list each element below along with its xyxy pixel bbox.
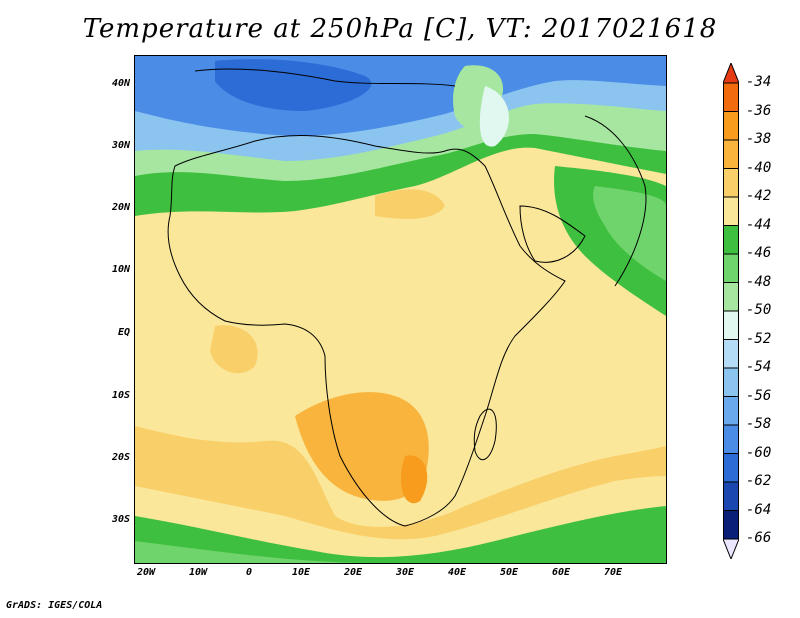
- colorbar-swatch: [723, 111, 739, 141]
- colorbar-label: -66: [746, 530, 772, 546]
- europe-coastline: [194, 68, 456, 87]
- colorbar-swatch: [723, 196, 739, 226]
- lon-label-30e: 30E: [395, 567, 415, 578]
- colorbar-label: -50: [746, 302, 772, 318]
- colorbar-swatch: [723, 453, 739, 483]
- colorbar-label: -48: [746, 273, 772, 290]
- madagascar-coastline: [473, 408, 497, 461]
- colorbar-swatch: [723, 253, 739, 283]
- colorbar-label: -56: [746, 387, 772, 404]
- coastlines: [167, 68, 647, 527]
- colorbar-swatch: [723, 510, 739, 540]
- field-minus62: [215, 59, 372, 111]
- lat-label-10s: 10S: [111, 390, 130, 401]
- colorbar-label: -52: [746, 330, 772, 347]
- colorbar-swatch: [723, 339, 739, 369]
- field-minus40-gulf: [210, 325, 258, 374]
- colorbar-bottom-triangle: [723, 538, 739, 559]
- field-minus36: [400, 455, 428, 504]
- arabia-coastline: [519, 205, 586, 263]
- lon-label-20w: 20W: [136, 567, 156, 578]
- page-title: Temperature at 250hPa [C], VT: 201702161…: [82, 14, 718, 44]
- field-levant: [479, 86, 509, 147]
- lon-label-70e: 70E: [603, 567, 623, 578]
- colorbar-swatch: [723, 310, 739, 340]
- lat-label-10n: 10N: [111, 264, 130, 275]
- colorbar-swatch: [723, 225, 739, 255]
- temperature-map: [134, 55, 667, 564]
- colorbar-label: -60: [746, 444, 772, 461]
- colorbar-swatch: [723, 282, 739, 312]
- colorbar-label: -62: [746, 473, 772, 489]
- lon-label-10w: 10W: [188, 567, 208, 578]
- colorbar-top-triangle: [723, 63, 739, 84]
- colorbar-swatch: [723, 139, 739, 169]
- colorbar-label: -44: [746, 216, 772, 233]
- lon-label-20e: 20E: [343, 567, 363, 578]
- colorbar-label: -46: [746, 245, 772, 261]
- colorbar-label: -58: [746, 416, 772, 432]
- colorbar-label: -42: [746, 188, 772, 204]
- field-minus48-south: [135, 541, 375, 563]
- field-minus40-sahara: [375, 189, 445, 219]
- colorbar-label: -54: [746, 359, 772, 375]
- lon-label-60e: 60E: [551, 567, 571, 578]
- africa-coastline: [167, 135, 566, 527]
- credit-footer: GrADS: IGES/COLA: [6, 600, 103, 611]
- field-east-light-green: [593, 186, 666, 281]
- field-minus46-south: [135, 506, 666, 563]
- colorbar-swatch: [723, 481, 739, 511]
- lat-label-eq: EQ: [117, 327, 130, 338]
- colorbar-label: -40: [746, 159, 772, 176]
- colorbar-label: -34: [746, 74, 772, 90]
- lat-label-30s: 30S: [111, 514, 130, 525]
- colorbar-swatch: [723, 168, 739, 198]
- lon-label-40e: 40E: [447, 567, 467, 578]
- lon-label-0: 0: [245, 567, 253, 578]
- colorbar: [723, 63, 739, 559]
- colorbar-swatch: [723, 367, 739, 397]
- lat-label-30n: 30N: [111, 140, 130, 151]
- field-minus38-southern-africa: [295, 392, 429, 501]
- india-coastline: [584, 115, 647, 287]
- lat-label-40n: 40N: [111, 78, 130, 89]
- lon-label-10e: 10E: [291, 567, 311, 578]
- field-southeast-pale: [559, 356, 666, 446]
- lat-label-20s: 20S: [111, 452, 130, 463]
- colorbar-swatch: [723, 396, 739, 426]
- colorbar-swatch: [723, 82, 739, 112]
- colorbar-swatch: [723, 424, 739, 454]
- lat-label-20n: 20N: [111, 202, 130, 213]
- colorbar-label: -38: [746, 131, 772, 147]
- colorbar-label: -64: [746, 501, 772, 518]
- temperature-field: [135, 56, 666, 563]
- lon-label-50e: 50E: [499, 567, 519, 578]
- colorbar-label: -36: [746, 102, 772, 119]
